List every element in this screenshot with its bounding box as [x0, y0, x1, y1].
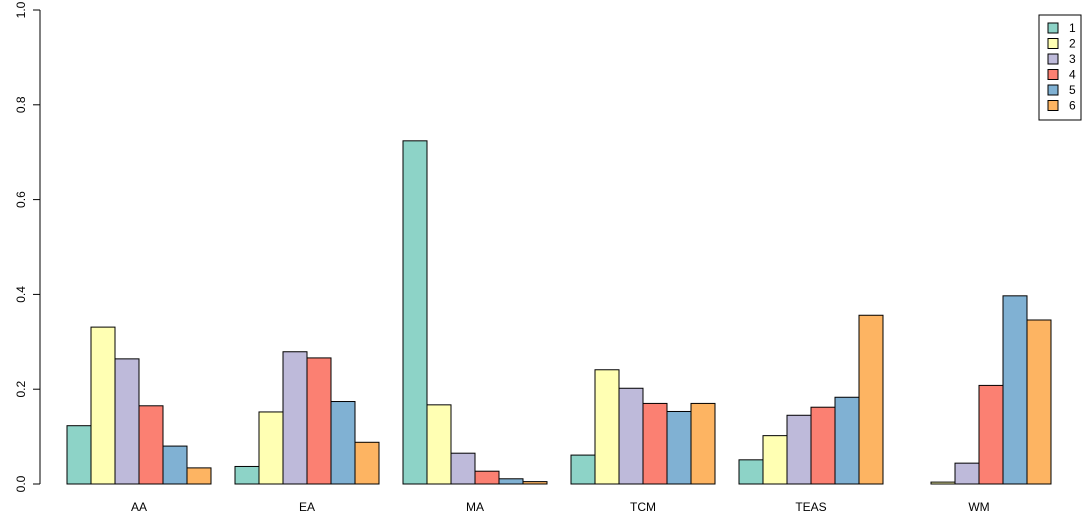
y-tick-label: 0.6 — [14, 191, 28, 208]
bar-ea-5 — [330, 401, 356, 485]
y-axis: 0.0 0.2 0.4 0.6 0.8 1.0 — [14, 1, 41, 492]
legend-label-2: 2 — [1069, 37, 1076, 51]
bar-wm-2 — [930, 481, 956, 485]
legend-label-6: 6 — [1069, 99, 1076, 113]
x-tick-label: TEAS — [795, 500, 826, 512]
bar-tcm-4 — [642, 402, 668, 485]
legend: 1 23 45 6 — [1038, 14, 1082, 121]
legend-label-5: 5 — [1069, 83, 1076, 97]
x-tick-label: MA — [466, 500, 484, 512]
bar-teas-3 — [786, 414, 812, 485]
legend-swatch-1 — [1047, 22, 1059, 34]
x-tick-label: EA — [299, 500, 315, 512]
bar-ma-5 — [498, 478, 524, 485]
bar-tcm-5 — [666, 410, 692, 485]
y-tick-label: 0.8 — [14, 96, 28, 113]
y-tick-label: 0.0 — [14, 475, 28, 492]
legend-swatch-6 — [1047, 100, 1059, 111]
bar-ea-1 — [234, 465, 260, 485]
bar-tcm-1 — [570, 454, 596, 485]
bar-teas-1 — [738, 459, 764, 485]
bar-teas-5 — [834, 396, 860, 485]
bar-ea-6 — [354, 441, 380, 485]
legend-label-4: 4 — [1069, 68, 1076, 82]
bar-wm-3 — [954, 462, 980, 485]
bar-wm-5 — [1002, 295, 1028, 485]
bar-tcm-2 — [594, 369, 620, 485]
bar-ma-4 — [474, 470, 500, 485]
bar-ea-2 — [258, 411, 284, 485]
bar-aa-2 — [90, 326, 116, 485]
bar-aa-1 — [66, 425, 92, 485]
x-tick-label: TCM — [630, 500, 656, 512]
bar-wm-6 — [1026, 319, 1052, 485]
bar-ma-2 — [426, 404, 452, 485]
bar-tcm-6 — [690, 402, 716, 485]
legend-label-1: 1 — [1069, 21, 1076, 35]
bar-wm-4 — [978, 384, 1004, 485]
bar-ma-6 — [522, 481, 548, 485]
x-axis: AA EA MA TCM TEAS WM — [131, 500, 990, 512]
bar-teas-2 — [762, 435, 788, 485]
y-tick-label: 0.4 — [14, 286, 28, 303]
bar-ma-1 — [402, 140, 428, 485]
y-tick-label: 1.0 — [14, 1, 28, 18]
bar-aa-5 — [162, 445, 188, 485]
bar-aa-4 — [138, 405, 164, 485]
legend-box — [1038, 14, 1082, 121]
x-tick-label: AA — [131, 500, 147, 512]
legend-swatch-5 — [1047, 84, 1059, 96]
bar-ea-4 — [306, 357, 332, 485]
y-tick-label: 0.2 — [14, 381, 28, 398]
bar-ea-3 — [282, 351, 308, 485]
legend-swatch-2 — [1047, 38, 1059, 49]
bar-tcm-3 — [618, 387, 644, 485]
bar-ma-3 — [450, 452, 476, 485]
legend-label-3: 3 — [1069, 52, 1076, 66]
bars — [66, 140, 1052, 485]
x-tick-label: WM — [968, 500, 989, 512]
bar-aa-6 — [186, 467, 212, 485]
bar-teas-4 — [810, 406, 836, 485]
legend-swatch-3 — [1047, 53, 1059, 65]
bar-aa-3 — [114, 358, 140, 485]
legend-swatch-4 — [1047, 69, 1059, 80]
bar-teas-6 — [858, 314, 884, 485]
